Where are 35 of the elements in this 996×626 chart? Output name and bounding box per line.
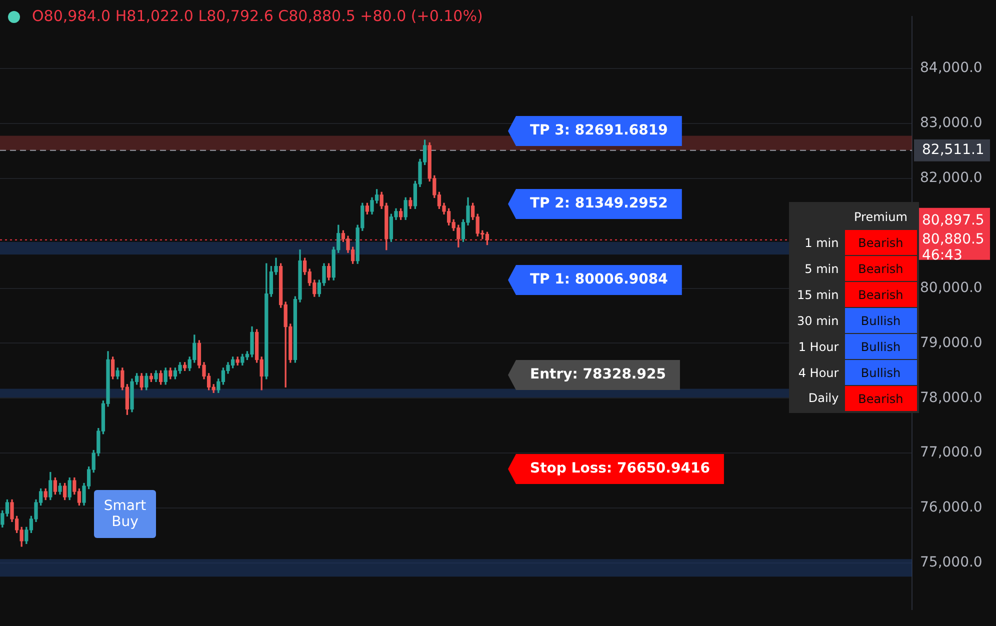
ref-line-label: 80,880.5	[922, 232, 984, 248]
annotation: TP 1: 80006.9084	[530, 272, 668, 288]
text: Bearish	[858, 262, 904, 276]
y-tick-label: 83,000.0	[920, 115, 982, 132]
annotation: Smart Buy	[94, 490, 156, 538]
text: Bearish	[858, 288, 904, 302]
text: Bearish	[858, 236, 904, 250]
category-label: Daily	[808, 391, 839, 406]
category-label: 1 min	[804, 236, 839, 250]
text: 80,897.5	[922, 212, 984, 229]
y-tick-label: 78,000.0	[920, 390, 982, 406]
category-label: Premium	[853, 208, 908, 226]
chart-title: O80,984.0 H81,022.0 L80,792.6 C80,880.5 +80.0 (+0.10%)	[32, 7, 483, 25]
ref-line-label: 82,511.1	[922, 142, 984, 158]
annotation: Stop Loss: 76650.9416	[530, 460, 710, 477]
category-label: 5 min	[804, 262, 839, 276]
y-tick-label: 77,000.0	[920, 444, 982, 461]
y-tick-label: 76,000.0	[920, 500, 982, 516]
text: Bullish	[860, 366, 901, 380]
category-label: 4 Hour	[798, 366, 839, 380]
y-tick-label: 75,000.0	[920, 554, 982, 571]
y-tick-label: 80,000.0	[920, 280, 982, 296]
y-tick-label: 79,000.0	[920, 334, 982, 351]
annotation: TP 2: 81349.2952	[530, 196, 668, 212]
category-label: 1 Hour	[798, 340, 839, 354]
text: Bearish	[858, 392, 904, 406]
y-tick-label: 82,000.0	[920, 170, 982, 186]
category-label: 30 min	[797, 314, 839, 328]
annotation: TP 3: 82691.6819	[530, 122, 668, 139]
category-label: 15 min	[797, 288, 839, 302]
text: Bullish	[860, 314, 901, 328]
text: Bullish	[860, 340, 901, 354]
text: 46:43	[922, 248, 962, 264]
y-tick-label: 84,000.0	[920, 60, 982, 76]
annotation: Entry: 78328.925	[530, 366, 666, 383]
